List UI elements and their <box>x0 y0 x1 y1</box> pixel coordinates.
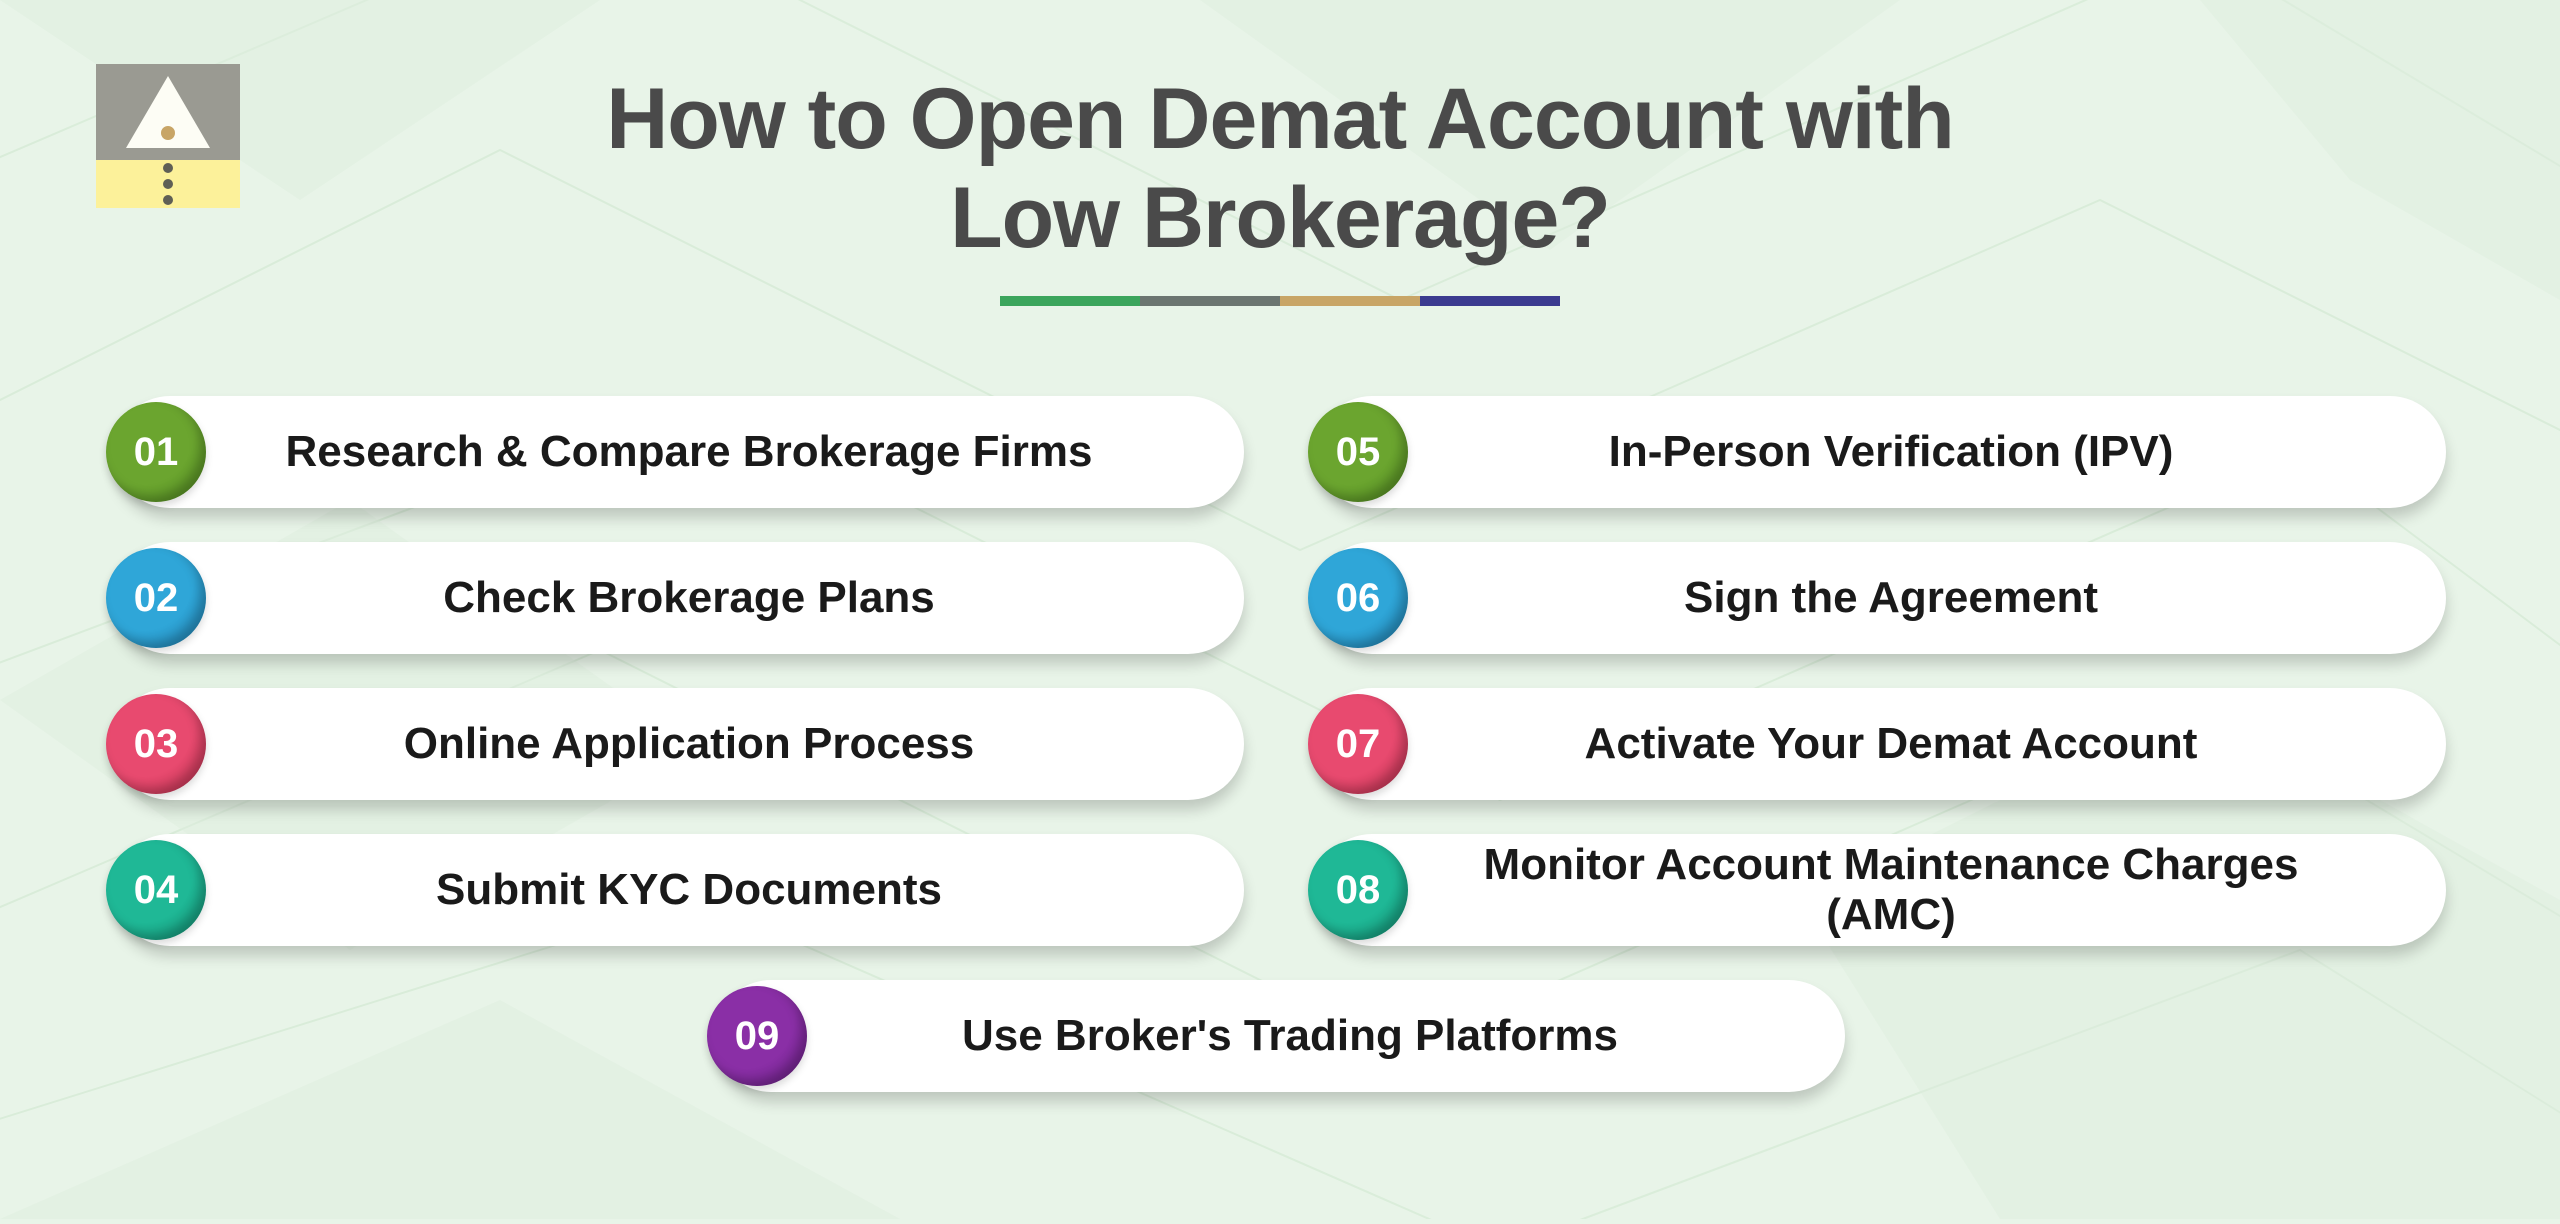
title-line-1: How to Open Demat Account with <box>606 71 1954 167</box>
step-number-badge: 05 <box>1308 402 1408 502</box>
step-label: Activate Your Demat Account <box>1316 719 2446 769</box>
step-label: Sign the Agreement <box>1316 573 2446 623</box>
step-label: In-Person Verification (IPV) <box>1316 427 2446 477</box>
step-item: 08Monitor Account Maintenance Charges (A… <box>1316 834 2446 946</box>
step-item: 05In-Person Verification (IPV) <box>1316 396 2446 508</box>
step-number-badge: 07 <box>1308 694 1408 794</box>
title-underline <box>1000 296 1560 306</box>
title-line-2: Low Brokerage? <box>950 170 1610 266</box>
step-number-badge: 02 <box>106 548 206 648</box>
step-number-badge: 08 <box>1308 840 1408 940</box>
step-number-badge: 03 <box>106 694 206 794</box>
step-item: 02Check Brokerage Plans <box>114 542 1244 654</box>
step-item: 06Sign the Agreement <box>1316 542 2446 654</box>
step-label: Submit KYC Documents <box>114 865 1244 915</box>
step-number-badge: 01 <box>106 402 206 502</box>
step-label: Use Broker's Trading Platforms <box>715 1011 1845 1061</box>
step-item: 09Use Broker's Trading Platforms <box>715 980 1845 1092</box>
step-number-badge: 06 <box>1308 548 1408 648</box>
step-number-badge: 04 <box>106 840 206 940</box>
step-label: Check Brokerage Plans <box>114 573 1244 623</box>
steps-list: 01Research & Compare Brokerage Firms 02Ch… <box>0 396 2560 1092</box>
step-label: Monitor Account Maintenance Charges (AMC… <box>1316 840 2446 940</box>
step-label: Research & Compare Brokerage Firms <box>114 427 1244 477</box>
step-item: 03Online Application Process <box>114 688 1244 800</box>
step-item: 04Submit KYC Documents <box>114 834 1244 946</box>
step-item: 07Activate Your Demat Account <box>1316 688 2446 800</box>
step-number-badge: 09 <box>707 986 807 1086</box>
step-item: 01Research & Compare Brokerage Firms <box>114 396 1244 508</box>
step-label: Online Application Process <box>114 719 1244 769</box>
page-title: How to Open Demat Account with Low Broke… <box>0 70 2560 306</box>
